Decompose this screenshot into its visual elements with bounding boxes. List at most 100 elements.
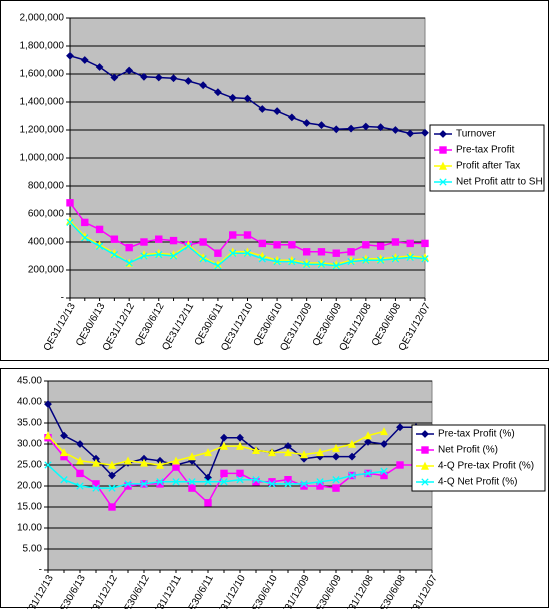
marker	[199, 238, 207, 246]
marker	[302, 119, 311, 127]
y-tick-label: 1,400,000	[20, 97, 65, 108]
marker	[169, 74, 178, 83]
y-tick-label: 20.00	[17, 481, 42, 492]
marker	[243, 231, 252, 239]
marker	[364, 437, 372, 446]
marker	[439, 146, 447, 154]
marker	[421, 446, 429, 454]
marker	[66, 199, 74, 207]
marker	[236, 476, 244, 484]
marker	[235, 441, 245, 450]
marker	[214, 249, 222, 257]
marker	[124, 482, 132, 490]
y-tick-label: 1,000,000	[20, 153, 65, 164]
marker	[95, 225, 104, 234]
marker	[228, 93, 237, 102]
legend	[411, 424, 546, 492]
marker	[332, 476, 340, 484]
marker	[203, 448, 213, 457]
marker	[300, 482, 308, 490]
marker	[380, 471, 388, 480]
marker	[43, 431, 53, 440]
y-tick-label: 1,600,000	[20, 69, 65, 80]
marker	[66, 51, 74, 60]
marker	[376, 123, 385, 132]
marker	[60, 476, 68, 484]
legend-label: 4-Q Net Profit (%)	[438, 477, 517, 488]
marker	[169, 236, 178, 245]
marker	[66, 218, 74, 227]
marker	[302, 248, 311, 256]
marker	[332, 452, 340, 461]
marker	[188, 478, 196, 486]
marker	[140, 252, 148, 260]
marker	[288, 257, 296, 266]
marker	[391, 126, 400, 134]
marker	[316, 482, 324, 490]
marker	[300, 480, 308, 488]
marker	[204, 499, 212, 507]
y-tick-label: -	[61, 293, 64, 304]
marker	[44, 400, 52, 409]
marker	[376, 242, 385, 250]
legend-label: Pre-tax Profit	[456, 145, 515, 156]
marker	[108, 471, 116, 480]
marker	[361, 122, 370, 131]
marker	[140, 238, 148, 246]
marker	[396, 461, 404, 469]
marker	[188, 484, 196, 492]
marker	[75, 456, 85, 465]
legend	[429, 124, 545, 192]
marker	[421, 239, 429, 248]
marker	[252, 478, 260, 486]
marker	[155, 460, 165, 469]
y-tick-label: 600,000	[28, 209, 65, 220]
marker	[140, 72, 148, 81]
marker	[284, 480, 292, 488]
marker	[439, 178, 447, 186]
marker	[315, 448, 325, 457]
marker	[332, 249, 340, 257]
marker	[155, 250, 163, 259]
marker	[156, 478, 164, 486]
y-tick-label: 10.00	[17, 523, 42, 534]
marker	[155, 235, 163, 243]
marker	[214, 88, 222, 97]
marker	[348, 471, 356, 480]
marker	[317, 248, 326, 256]
marker	[108, 503, 116, 511]
marker	[258, 239, 266, 248]
marker	[380, 467, 388, 475]
marker	[299, 450, 309, 459]
y-tick-label: 1,800,000	[20, 41, 65, 52]
marker	[95, 242, 104, 250]
marker	[332, 262, 340, 270]
marker	[92, 484, 100, 492]
marker	[172, 478, 180, 486]
marker	[421, 478, 429, 486]
marker	[317, 260, 326, 269]
y-tick-label: 400,000	[28, 237, 65, 248]
marker	[81, 218, 89, 227]
marker	[125, 243, 133, 252]
marker	[169, 252, 178, 260]
marker	[220, 478, 228, 486]
marker	[220, 433, 228, 442]
marker	[406, 129, 415, 138]
marker	[184, 77, 193, 85]
marker	[110, 250, 119, 259]
y-tick-label: 40.00	[17, 397, 42, 408]
marker	[376, 256, 385, 264]
marker	[243, 249, 252, 257]
marker	[154, 73, 163, 82]
marker	[92, 480, 100, 488]
marker	[110, 235, 119, 243]
marker	[406, 253, 414, 262]
marker	[171, 456, 181, 465]
marker	[110, 73, 119, 82]
y-tick-label: 5.00	[23, 544, 43, 555]
marker	[140, 480, 148, 488]
series-line	[47, 430, 385, 466]
marker	[331, 443, 341, 452]
marker	[184, 242, 192, 250]
